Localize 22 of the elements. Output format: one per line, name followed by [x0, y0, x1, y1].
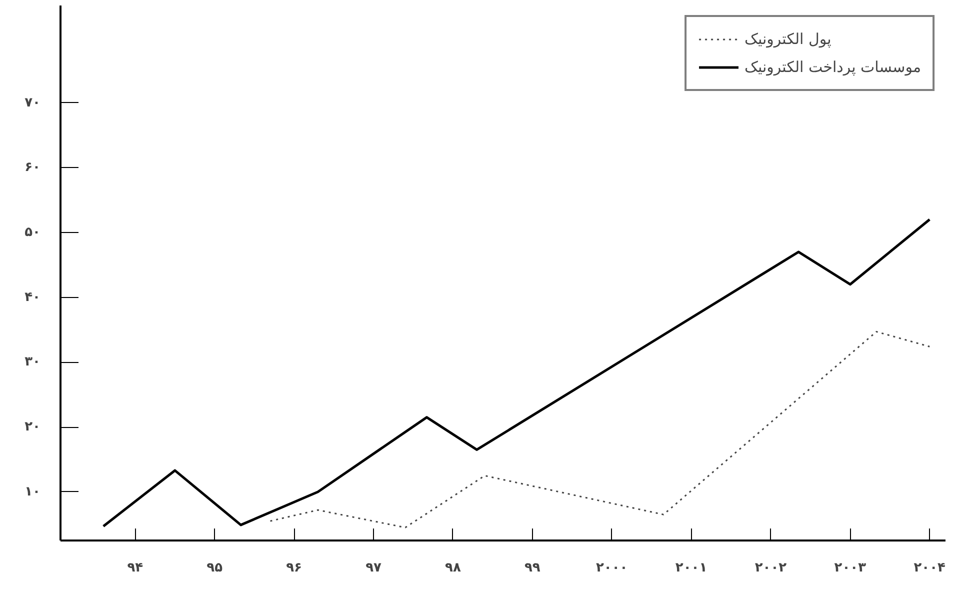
- line-series: [269, 330, 930, 528]
- y-tick-label: ۱۰: [24, 484, 41, 500]
- x-tick-label: ۲۰۰۲: [754, 560, 787, 576]
- x-tick-label: ۹۹: [524, 560, 540, 576]
- x-tick-label: ۲۰۰۰: [596, 560, 628, 576]
- x-tick-label: ۲۰۰۳: [834, 560, 866, 576]
- y-tick-label: ۴۰: [24, 290, 41, 305]
- x-tick-label: ۲۰۰۱: [675, 560, 708, 576]
- y-tick-label: ۶۰: [24, 160, 41, 176]
- legend-label: موسسات پرداخت الکترونیک: [744, 58, 921, 76]
- x-tick-label: ۹۸: [445, 560, 461, 576]
- x-tick-label: ۲۰۰۴: [914, 560, 946, 576]
- y-tick-label: ۲۰: [24, 420, 41, 435]
- y-tick-label: ۵۰: [24, 224, 41, 240]
- line-series: [102, 218, 931, 528]
- x-tick-label: ۹۴: [127, 560, 144, 576]
- x-tick-label: ۹۵: [206, 560, 223, 576]
- x-tick-label: ۹۷: [366, 560, 382, 576]
- y-tick-label: ۳۰: [24, 354, 41, 370]
- x-tick-label: ۹۶: [286, 560, 302, 576]
- legend-label: پول الکترونیک: [744, 30, 832, 48]
- y-tick-label: ۷۰: [24, 95, 41, 110]
